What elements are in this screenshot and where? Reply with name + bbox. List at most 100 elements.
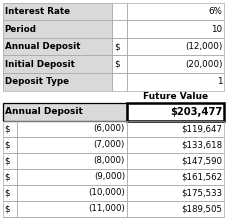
Bar: [17, 121, 127, 137]
Bar: [3, 185, 17, 201]
Bar: [3, 55, 112, 73]
Bar: [17, 137, 127, 153]
Text: (12,000): (12,000): [185, 42, 222, 51]
Bar: [17, 201, 127, 217]
Bar: [3, 55, 112, 73]
Text: (8,000): (8,000): [94, 156, 125, 165]
Bar: [112, 73, 127, 91]
Bar: [127, 38, 224, 55]
Bar: [17, 217, 127, 218]
Text: $203,477: $203,477: [170, 107, 222, 117]
Bar: [3, 185, 17, 201]
Bar: [3, 121, 17, 137]
Bar: [3, 3, 112, 20]
Bar: [127, 73, 224, 91]
Text: (20,000): (20,000): [185, 60, 222, 69]
Text: $: $: [5, 188, 10, 197]
Bar: [127, 3, 224, 20]
Bar: [127, 55, 224, 73]
Bar: [127, 20, 224, 38]
Text: $: $: [114, 42, 120, 51]
Bar: [3, 169, 17, 185]
Bar: [17, 169, 127, 185]
Bar: [127, 38, 224, 55]
Text: $119,647: $119,647: [181, 124, 222, 133]
Bar: [17, 201, 127, 217]
Bar: [127, 103, 224, 121]
Bar: [3, 20, 112, 38]
Text: $147,590: $147,590: [181, 156, 222, 165]
Text: $: $: [5, 172, 10, 181]
Bar: [3, 201, 17, 217]
Text: Annual Deposit: Annual Deposit: [5, 42, 80, 51]
Bar: [112, 3, 127, 20]
Bar: [127, 201, 224, 217]
Text: Period: Period: [5, 24, 37, 34]
Bar: [127, 217, 224, 218]
Text: Interest Rate: Interest Rate: [5, 7, 69, 16]
Bar: [112, 55, 127, 73]
Text: Annual Deposit: Annual Deposit: [5, 107, 82, 116]
Bar: [112, 3, 127, 20]
Bar: [127, 153, 224, 169]
Text: 6%: 6%: [209, 7, 222, 16]
Bar: [127, 185, 224, 201]
Bar: [17, 153, 127, 169]
Bar: [112, 55, 127, 73]
Bar: [17, 153, 127, 169]
Bar: [3, 153, 17, 169]
Bar: [3, 153, 17, 169]
Bar: [17, 121, 127, 137]
Bar: [127, 121, 224, 137]
Bar: [17, 217, 127, 218]
Bar: [3, 137, 17, 153]
Text: (11,000): (11,000): [88, 204, 125, 213]
Bar: [127, 137, 224, 153]
Bar: [3, 3, 112, 20]
Bar: [112, 20, 127, 38]
Text: $: $: [5, 124, 10, 133]
Bar: [3, 103, 127, 121]
Bar: [3, 201, 17, 217]
Bar: [3, 91, 224, 105]
Text: 1: 1: [217, 77, 222, 86]
Text: Initial Deposit: Initial Deposit: [5, 60, 74, 69]
Bar: [112, 20, 127, 38]
Bar: [3, 103, 127, 121]
Text: $: $: [114, 60, 120, 69]
Bar: [3, 137, 17, 153]
Bar: [127, 169, 224, 185]
Text: $175,533: $175,533: [181, 188, 222, 197]
Bar: [127, 201, 224, 217]
Text: $189,505: $189,505: [181, 204, 222, 213]
Bar: [127, 185, 224, 201]
Bar: [127, 103, 224, 121]
Text: Future Value: Future Value: [143, 92, 208, 101]
Bar: [127, 169, 224, 185]
Bar: [3, 20, 112, 38]
Text: $133,618: $133,618: [181, 140, 222, 149]
Bar: [3, 121, 17, 137]
Bar: [112, 73, 127, 91]
Bar: [3, 169, 17, 185]
Bar: [112, 38, 127, 55]
Text: (6,000): (6,000): [94, 124, 125, 133]
Bar: [17, 169, 127, 185]
Text: (10,000): (10,000): [88, 188, 125, 197]
Text: Deposit Type: Deposit Type: [5, 77, 69, 86]
Bar: [3, 38, 112, 55]
Bar: [17, 137, 127, 153]
Text: 10: 10: [211, 24, 222, 34]
Bar: [3, 73, 112, 91]
Bar: [3, 217, 17, 218]
Bar: [127, 153, 224, 169]
Bar: [3, 73, 112, 91]
Text: $: $: [5, 140, 10, 149]
Bar: [3, 38, 112, 55]
Text: $: $: [5, 204, 10, 213]
Bar: [127, 137, 224, 153]
Bar: [112, 38, 127, 55]
Bar: [127, 3, 224, 20]
Bar: [3, 217, 17, 218]
Text: (9,000): (9,000): [94, 172, 125, 181]
